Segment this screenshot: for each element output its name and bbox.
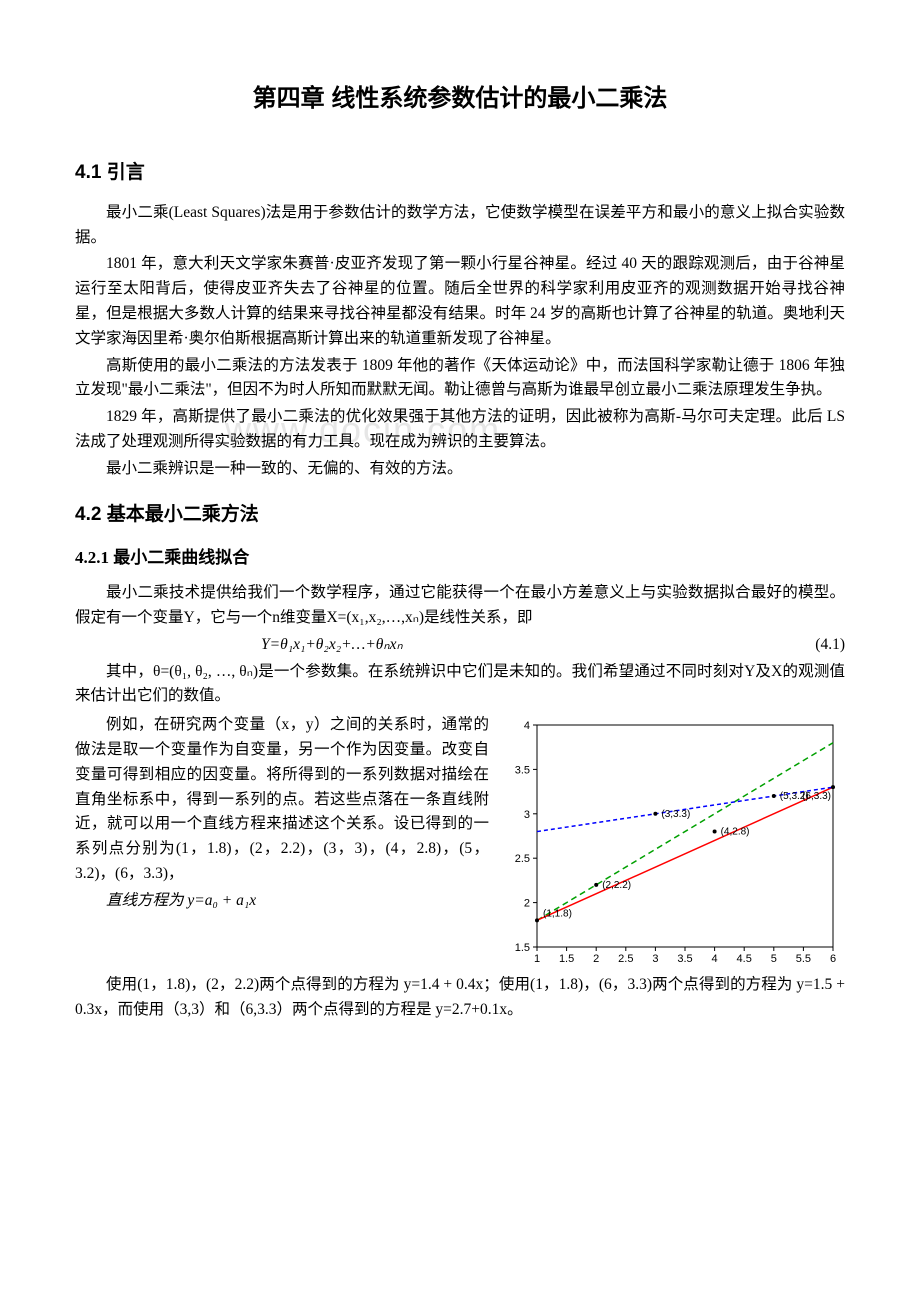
line-equation-text: 直线方程为 y=a₀ + a₁x — [106, 892, 256, 909]
equation-number: (4.1) — [815, 633, 845, 658]
scatter-chart: 1 1.5 2 2.5 3 3.5 4 4.5 5 5.5 6 1.5 2 2.5 3 3.5 4 (1,1.8)… — [505, 713, 845, 973]
section-4-1-title: 4.1 引言 — [75, 158, 845, 188]
svg-text:5.5: 5.5 — [796, 953, 811, 965]
svg-text:(4,2.8): (4,2.8) — [721, 827, 750, 838]
svg-text:1.5: 1.5 — [559, 953, 574, 965]
equation-4-1: Y=θ₁x₁+θ₂x₂+…+θₙxₙ (4.1) — [75, 633, 845, 658]
para-4-1-5: 最小二乘辨识是一种一致的、无偏的、有效的方法。 — [75, 457, 845, 482]
svg-text:(2,2.2): (2,2.2) — [602, 880, 631, 891]
svg-text:6: 6 — [830, 953, 836, 965]
svg-text:3.5: 3.5 — [677, 953, 692, 965]
chapter-title: 第四章 线性系统参数估计的最小二乘法 — [75, 80, 845, 118]
svg-text:3: 3 — [524, 809, 530, 821]
svg-text:1: 1 — [534, 953, 540, 965]
svg-text:5: 5 — [771, 953, 777, 965]
subsection-4-2-1-title: 4.2.1 最小二乘曲线拟合 — [75, 544, 845, 571]
svg-text:2: 2 — [524, 898, 530, 910]
equation-text: Y=θ₁x₁+θ₂x₂+…+θₙxₙ — [261, 636, 403, 653]
para-4-2-1-3b: 直线方程为 y=a₀ + a₁x — [75, 889, 489, 914]
svg-text:(6,3.3): (6,3.3) — [802, 791, 831, 802]
para-4-1-1: 最小二乘(Least Squares)法是用于参数估计的数学方法，它使数学模型在… — [75, 201, 845, 251]
chart-svg: 1 1.5 2 2.5 3 3.5 4 4.5 5 5.5 6 1.5 2 2.5 3 3.5 4 (1,1.8)… — [505, 713, 845, 973]
para-4-2-1-4: 使用(1，1.8)，(2，2.2)两个点得到的方程为 y=1.4 + 0.4x；… — [75, 973, 845, 1023]
para-4-2-1-2: 其中，θ=(θ₁, θ₂, …, θₙ)是一个参数集。在系统辨识中它们是未知的。… — [75, 660, 845, 710]
section-4-2-title: 4.2 基本最小二乘方法 — [75, 500, 845, 530]
svg-text:(1,1.8): (1,1.8) — [543, 908, 572, 919]
svg-text:2.5: 2.5 — [618, 953, 633, 965]
para-4-2-1-3a: 例如，在研究两个变量（x，y）之间的关系时，通常的做法是取一个变量作为自变量，另… — [75, 713, 489, 887]
para-4-1-3: 高斯使用的最小二乘法的方法发表于 1809 年他的著作《天体运动论》中，而法国科… — [75, 354, 845, 404]
para-4-2-1-1: 最小二乘技术提供给我们一个数学程序，通过它能获得一个在最小方差意义上与实验数据拟… — [75, 581, 845, 631]
para-4-1-4: 1829 年，高斯提供了最小二乘法的优化效果强于其他方法的证明，因此被称为高斯-… — [75, 405, 845, 455]
svg-text:4: 4 — [712, 953, 718, 965]
svg-text:(3,3.3): (3,3.3) — [661, 809, 690, 820]
svg-text:2.5: 2.5 — [515, 853, 530, 865]
svg-text:3: 3 — [652, 953, 658, 965]
svg-text:1.5: 1.5 — [515, 942, 530, 954]
para-4-1-2: 1801 年，意大利天文学家朱赛普·皮亚齐发现了第一颗小行星谷神星。经过 40 … — [75, 252, 845, 351]
svg-text:3.5: 3.5 — [515, 765, 530, 777]
svg-text:2: 2 — [593, 953, 599, 965]
svg-text:4.5: 4.5 — [737, 953, 752, 965]
svg-text:4: 4 — [524, 720, 530, 732]
